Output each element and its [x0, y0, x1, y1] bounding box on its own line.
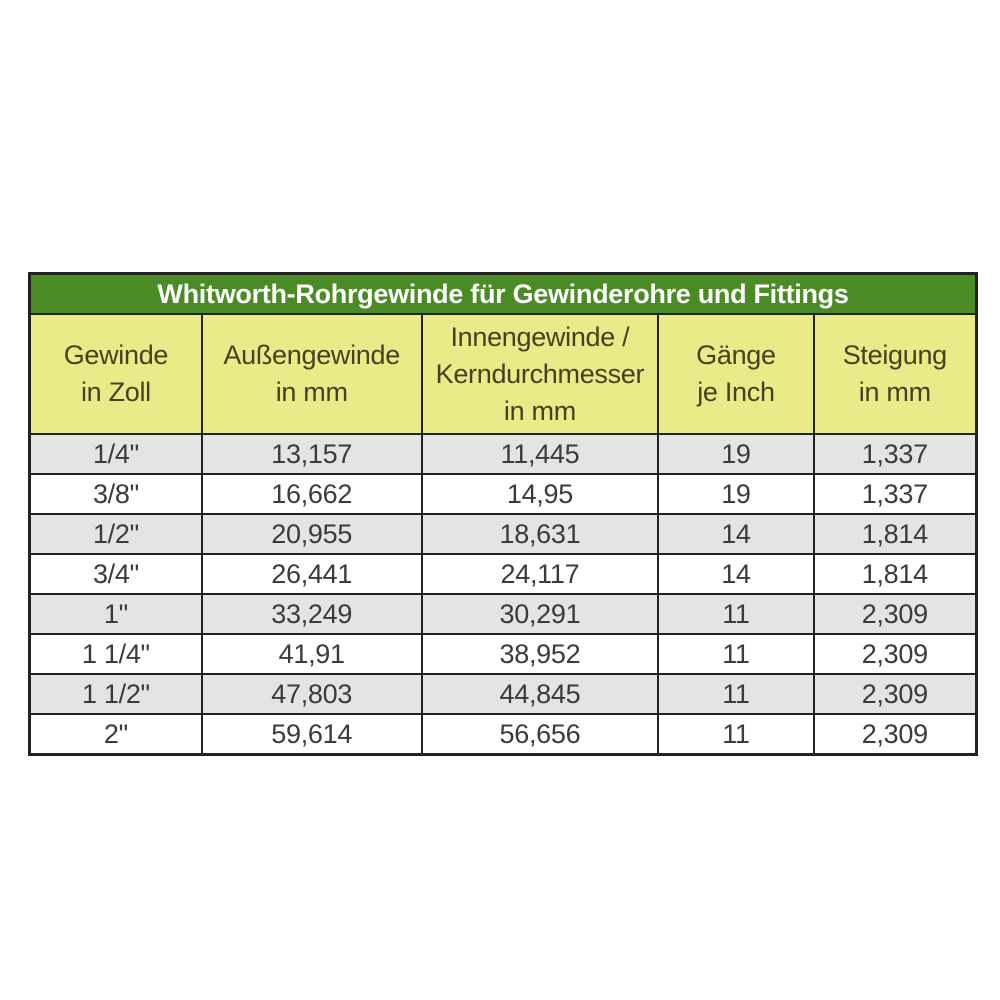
- table-cell: 33,249: [200, 593, 423, 635]
- table-cell: 59,614: [200, 713, 423, 756]
- col-header-gaenge-je-inch: Gänge je Inch: [657, 313, 815, 435]
- table-cell: 18,631: [420, 513, 660, 555]
- table-cell: 1 1/2": [28, 673, 203, 715]
- table-cell: 1,814: [812, 553, 978, 595]
- col-header-aussengewinde: Außengewinde in mm: [200, 313, 423, 435]
- header-line: in mm: [858, 377, 931, 407]
- table-row: 1/2" 20,955 18,631 14 1,814: [28, 513, 978, 555]
- table-cell: 1": [28, 593, 203, 635]
- table-cell: 30,291: [420, 593, 660, 635]
- table-cell: 11: [657, 673, 815, 715]
- table-cell: 56,656: [420, 713, 660, 756]
- table-cell: 11: [657, 593, 815, 635]
- table-cell: 3/8": [28, 473, 203, 515]
- table-cell: 14,95: [420, 473, 660, 515]
- table-cell: 20,955: [200, 513, 423, 555]
- table-cell: 1 1/4": [28, 633, 203, 675]
- table-cell: 11,445: [420, 433, 660, 475]
- header-line: in Zoll: [80, 377, 151, 407]
- header-line: in mm: [503, 395, 576, 426]
- col-header-innengewinde-kerndurchmesser: Innengewinde / Kerndurchmesser in mm: [420, 313, 660, 435]
- header-line: in mm: [275, 377, 348, 407]
- table-cell: 19: [657, 433, 815, 475]
- table-cell: 26,441: [200, 553, 423, 595]
- table-cell: 1/4": [28, 433, 203, 475]
- header-line: Außengewinde: [223, 340, 400, 370]
- col-header-steigung: Steigung in mm: [812, 313, 978, 435]
- table-cell: 14: [657, 513, 815, 555]
- header-line: Innengewinde /: [450, 321, 630, 352]
- table-cell: 47,803: [200, 673, 423, 715]
- table-cell: 1/2": [28, 513, 203, 555]
- table-cell: 2,309: [812, 633, 978, 675]
- table-cell: 16,662: [200, 473, 423, 515]
- table-cell: 3/4": [28, 553, 203, 595]
- table-cell: 14: [657, 553, 815, 595]
- header-row: Gewinde in Zoll Außengewinde in mm Innen…: [28, 313, 978, 435]
- table-cell: 1,337: [812, 473, 978, 515]
- table-cell: 1,814: [812, 513, 978, 555]
- table-title: Whitworth-Rohrgewinde für Gewinderohre u…: [28, 272, 978, 315]
- table-cell: 2": [28, 713, 203, 756]
- table-row: 1 1/2" 47,803 44,845 11 2,309: [28, 673, 978, 715]
- header-line: Steigung: [842, 340, 948, 370]
- table-row: 1/4" 13,157 11,445 19 1,337: [28, 433, 978, 475]
- table-row: 1" 33,249 30,291 11 2,309: [28, 593, 978, 635]
- table-cell: 19: [657, 473, 815, 515]
- thread-spec-table: Whitworth-Rohrgewinde für Gewinderohre u…: [28, 272, 978, 756]
- table-row: 3/4" 26,441 24,117 14 1,814: [28, 553, 978, 595]
- header-line: Gewinde: [63, 340, 169, 370]
- table-cell: 24,117: [420, 553, 660, 595]
- title-row: Whitworth-Rohrgewinde für Gewinderohre u…: [28, 272, 978, 315]
- table-cell: 11: [657, 713, 815, 756]
- table-cell: 38,952: [420, 633, 660, 675]
- col-header-gewinde-in-zoll: Gewinde in Zoll: [28, 313, 203, 435]
- table-row: 1 1/4" 41,91 38,952 11 2,309: [28, 633, 978, 675]
- table-cell: 44,845: [420, 673, 660, 715]
- table-cell: 11: [657, 633, 815, 675]
- table-cell: 1,337: [812, 433, 978, 475]
- table-row: 2" 59,614 56,656 11 2,309: [28, 713, 978, 756]
- header-line: Kerndurchmesser: [435, 358, 645, 389]
- header-line: Gänge: [696, 340, 776, 370]
- table-cell: 13,157: [200, 433, 423, 475]
- table-body: 1/4" 13,157 11,445 19 1,337 3/8" 16,662 14,95 19…: [28, 433, 978, 756]
- table-row: 3/8" 16,662 14,95 19 1,337: [28, 473, 978, 515]
- table-cell: 2,309: [812, 593, 978, 635]
- header-line: je Inch: [697, 377, 775, 407]
- table-cell: 2,309: [812, 713, 978, 756]
- table-cell: 41,91: [200, 633, 423, 675]
- table-cell: 2,309: [812, 673, 978, 715]
